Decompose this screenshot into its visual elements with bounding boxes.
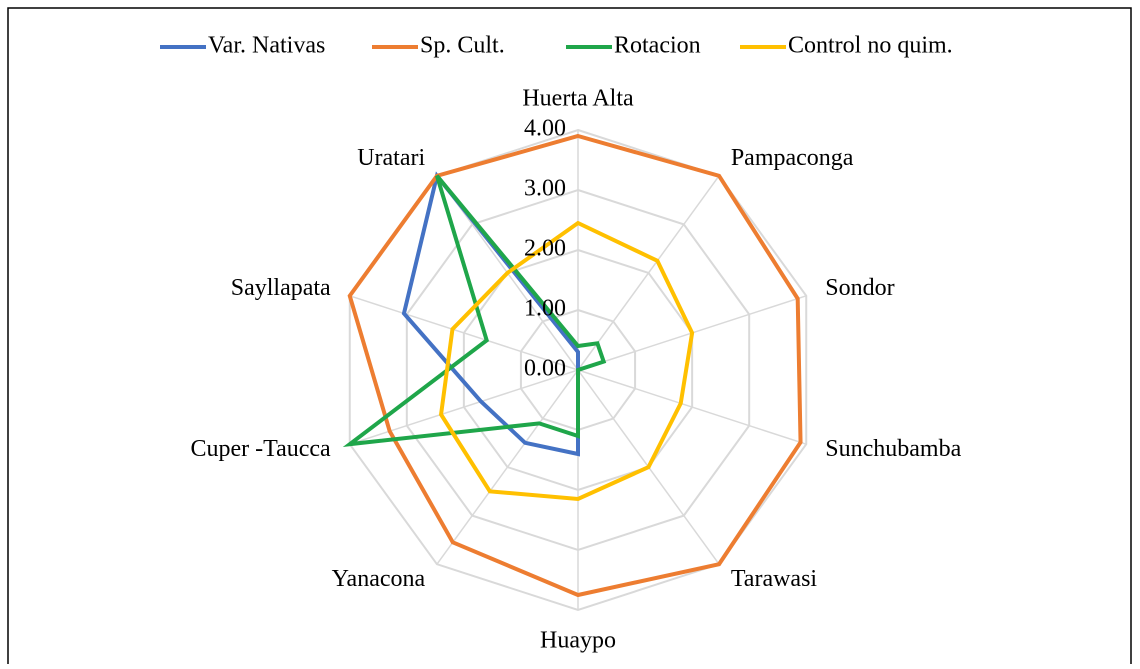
series-line — [342, 174, 607, 447]
category-label: Sunchubamba — [825, 436, 961, 462]
spoke — [436, 369, 579, 565]
series-line — [438, 220, 695, 502]
category-label: Sondor — [825, 275, 894, 301]
r-tick-label: 3.00 — [524, 176, 566, 202]
spoke — [577, 369, 807, 445]
series-line — [347, 133, 803, 598]
r-tick-label: 0.00 — [524, 356, 566, 382]
category-label: Tarawasi — [731, 566, 818, 592]
category-label: Huerta Alta — [522, 86, 634, 112]
category-label: Uratari — [357, 145, 425, 171]
r-tick-label: 2.00 — [524, 236, 566, 262]
legend-label: Control no quim. — [788, 33, 953, 59]
legend-label: Sp. Cult. — [420, 33, 505, 59]
legend-label: Rotacion — [614, 33, 701, 59]
category-label: Yanacona — [332, 566, 426, 592]
spoke — [577, 175, 720, 371]
r-tick-label: 4.00 — [524, 116, 566, 142]
spoke — [349, 295, 579, 371]
category-label: Huaypo — [540, 628, 616, 654]
category-label: Pampaconga — [731, 145, 854, 171]
category-label: Cuper -Taucca — [190, 436, 331, 462]
legend-label: Var. Nativas — [208, 33, 325, 59]
category-label: Sayllapata — [231, 275, 331, 301]
r-tick-label: 1.00 — [524, 296, 566, 322]
